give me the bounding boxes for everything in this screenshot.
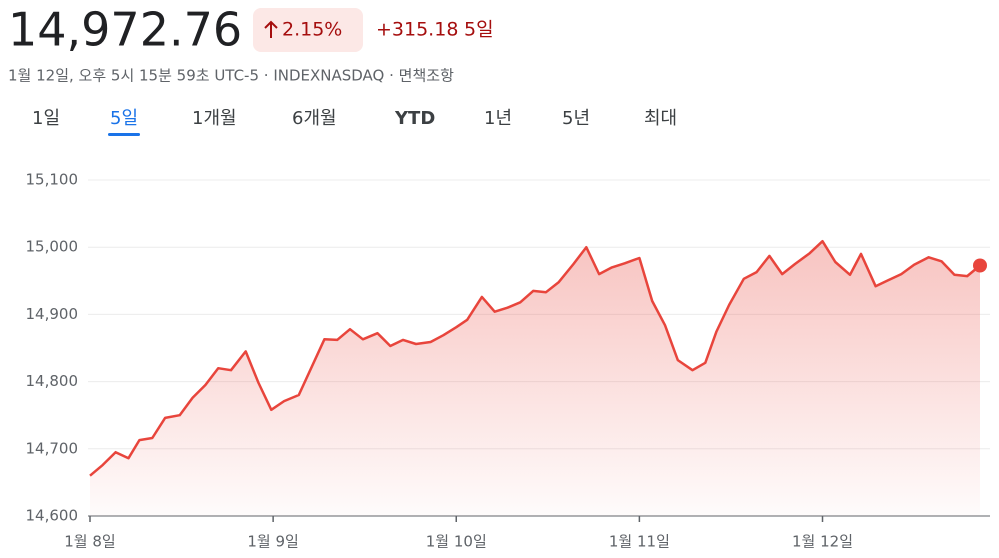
change-badge <box>253 8 363 52</box>
x-tick-label: 1월 8일 <box>64 533 115 551</box>
y-tick-label: 15,000 <box>26 238 79 256</box>
change-abs: +315.18 <box>376 19 458 41</box>
y-tick-label: 14,600 <box>26 507 79 525</box>
subtitle: 1월 12일, 오후 5시 15분 59초 UTC-5 · INDEXNASDA… <box>8 67 454 85</box>
tab[interactable]: 최대 <box>644 108 677 129</box>
x-tick-label: 1월 10일 <box>426 533 487 551</box>
x-tick-label: 1월 11일 <box>609 533 670 551</box>
last-point <box>973 258 987 273</box>
y-tick-label: 15,100 <box>26 171 79 189</box>
tab[interactable]: 1년 <box>484 108 512 129</box>
tab-bar: 1일 5일 1개월 6개월 YTD 1년 5년 최대 <box>32 108 677 136</box>
change-period: 5일 <box>464 19 494 41</box>
tab[interactable]: 6개월 <box>292 108 337 129</box>
area <box>90 241 980 516</box>
x-tick-label: 1월 9일 <box>247 533 298 551</box>
y-tick-label: 14,700 <box>26 439 79 457</box>
chart: 14,600 14,700 14,800 14,900 15,000 15,100 1월 8… <box>26 171 990 551</box>
tab[interactable]: 1개월 <box>192 108 237 129</box>
tab[interactable]: YTD <box>394 108 435 129</box>
y-tick-label: 14,900 <box>26 305 79 323</box>
line <box>89 239 981 477</box>
tab[interactable]: 1일 <box>32 108 60 129</box>
y-tick-label: 14,800 <box>26 372 79 390</box>
change-pct: 2.15% <box>282 19 342 41</box>
tab[interactable]: 5년 <box>562 108 590 129</box>
price: 14,972.76 <box>8 3 242 57</box>
tab[interactable]: 5일 <box>110 108 138 129</box>
x-tick-label: 1월 12일 <box>792 533 853 551</box>
tab-underline <box>108 133 141 136</box>
up-arrow-icon <box>264 20 278 38</box>
